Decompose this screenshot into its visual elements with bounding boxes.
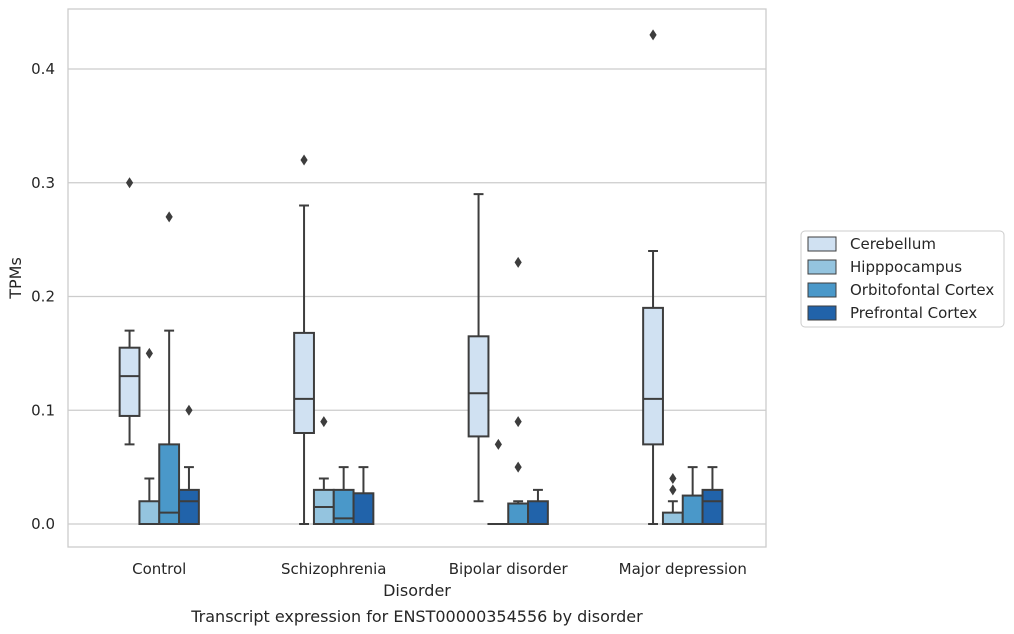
legend-label-hipppocampus: Hipppocampus	[850, 258, 962, 276]
box-prefrontal-cortex-control	[178, 404, 200, 525]
box-orbitofontal-cortex-bipolar-disorder	[507, 256, 530, 525]
x-axis-ticks: Control Schizophrenia Bipolar disorder Majo…	[132, 560, 747, 578]
box-prefrontal-cortex-schizophrenia	[352, 466, 375, 526]
iqr-box	[352, 492, 375, 526]
y-tick-label: 0.0	[31, 515, 55, 533]
legend-swatch-cerebellum	[807, 236, 837, 252]
x-tick-label-control: Control	[132, 560, 186, 578]
iqr-box	[467, 335, 490, 438]
y-tick-label: 0.3	[31, 174, 55, 192]
box-cerebellum-major-depression	[642, 29, 664, 525]
legend-label-prefrontal-cortex: Prefrontal Cortex	[850, 304, 977, 322]
legend-frame	[800, 230, 1005, 328]
outlier-point	[185, 404, 193, 416]
iqr-box	[507, 502, 530, 525]
box-hipppocampus-bipolar-disorder	[487, 438, 510, 526]
box-orbitofontal-cortex-control	[158, 211, 181, 525]
x-tick-label-major-depression: Major depression	[619, 560, 747, 578]
y-tick-label: 0.1	[31, 401, 55, 419]
x-tick-label-bipolar-disorder: Bipolar disorder	[449, 560, 569, 578]
outlier-point	[514, 416, 522, 428]
x-axis-label: Disorder	[383, 581, 451, 600]
outlier-point	[125, 177, 134, 189]
box-hipppocampus-control	[138, 347, 161, 525]
iqr-box	[293, 331, 315, 434]
box-cerebellum-control	[118, 177, 141, 446]
outlier-point	[669, 484, 677, 496]
box-cerebellum-bipolar-disorder	[467, 193, 490, 503]
legend-label-orbitofontal-cortex: Orbitofontal Cortex	[850, 281, 994, 299]
box-prefrontal-cortex-bipolar-disorder	[527, 488, 549, 525]
outlier-point	[145, 347, 153, 359]
iqr-box	[527, 500, 549, 525]
plot-frame	[67, 8, 767, 548]
outlier-point	[320, 416, 328, 428]
outlier-point	[514, 461, 522, 473]
outlier-point	[300, 154, 308, 166]
box-hipppocampus-schizophrenia	[312, 416, 335, 525]
legend-swatch-orbitofontal-cortex	[807, 282, 837, 298]
iqr-box	[158, 443, 181, 525]
iqr-box	[642, 306, 664, 446]
legend-swatch-prefrontal-cortex	[807, 305, 837, 321]
y-axis-label: TPMs	[6, 257, 25, 300]
outlier-point	[494, 438, 502, 450]
chart-caption: Transcript expression for ENST0000035455…	[190, 607, 643, 626]
iqr-box	[681, 494, 704, 525]
box-prefrontal-cortex-major-depression	[701, 466, 724, 525]
y-tick-label: 0.2	[31, 288, 55, 306]
legend-label-cerebellum: Cerebellum	[850, 235, 936, 253]
boxes-layer	[118, 29, 724, 526]
iqr-box	[138, 500, 161, 525]
y-tick-label: 0.4	[31, 60, 55, 78]
outlier-point	[165, 211, 173, 223]
box-orbitofontal-cortex-schizophrenia	[332, 466, 355, 525]
y-axis-ticks: 0.0 0.1 0.2 0.3 0.4	[31, 60, 55, 533]
iqr-box	[178, 488, 200, 525]
box-orbitofontal-cortex-major-depression	[681, 466, 704, 525]
legend: Cerebellum Hipppocampus Orbitofontal Corte…	[800, 230, 1005, 328]
iqr-box	[661, 511, 684, 525]
box-hipppocampus-major-depression	[661, 473, 684, 525]
x-tick-label-schizophrenia: Schizophrenia	[281, 560, 386, 578]
outlier-point	[669, 473, 677, 484]
legend-swatch-hipppocampus	[807, 259, 837, 275]
iqr-box	[118, 346, 141, 417]
outlier-point	[649, 29, 657, 41]
outlier-point	[514, 256, 522, 268]
box-cerebellum-schizophrenia	[293, 154, 315, 525]
iqr-box	[701, 488, 724, 525]
